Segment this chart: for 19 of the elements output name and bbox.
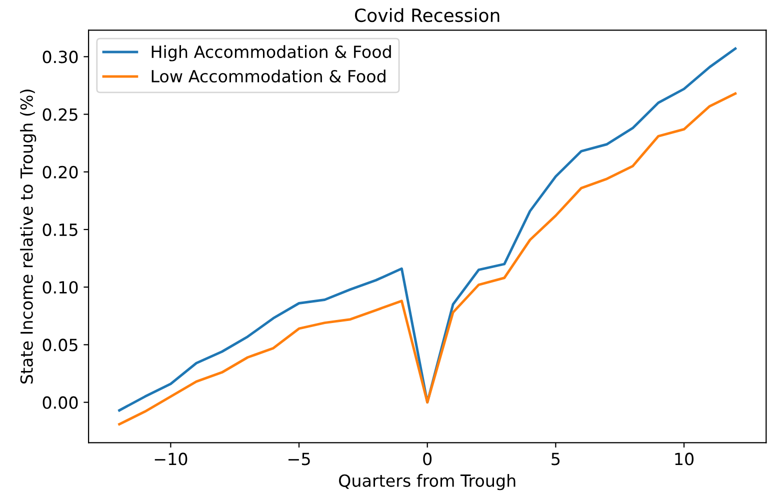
x-tick-label: 0 xyxy=(423,452,432,466)
line-series xyxy=(118,92,737,426)
y-tick-label: 0.30 xyxy=(42,50,78,64)
legend-label: Low Accommodation & Food xyxy=(152,70,386,83)
x-tick-label: 5 xyxy=(552,452,560,466)
y-tick-label: 0.05 xyxy=(42,338,78,352)
legend-label: High Accommodation & Food xyxy=(152,45,391,62)
x-tick-label: 10 xyxy=(675,452,694,466)
y-tick-label: 0.00 xyxy=(42,396,78,409)
x-tick-label: −5 xyxy=(288,452,310,466)
x-axis-title: Quarters from Trough xyxy=(339,474,516,490)
y-axis-title: State Income relative to Trough (%) xyxy=(20,90,36,384)
y-tick-label: 0.10 xyxy=(42,281,78,294)
y-tick-label: 0.20 xyxy=(42,166,78,178)
chart-title: Covid Recession xyxy=(354,8,500,22)
line-series xyxy=(118,47,737,412)
x-tick-label: −10 xyxy=(154,452,188,466)
y-tick-label: 0.25 xyxy=(42,108,78,121)
y-tick-label: 0.15 xyxy=(42,223,78,236)
